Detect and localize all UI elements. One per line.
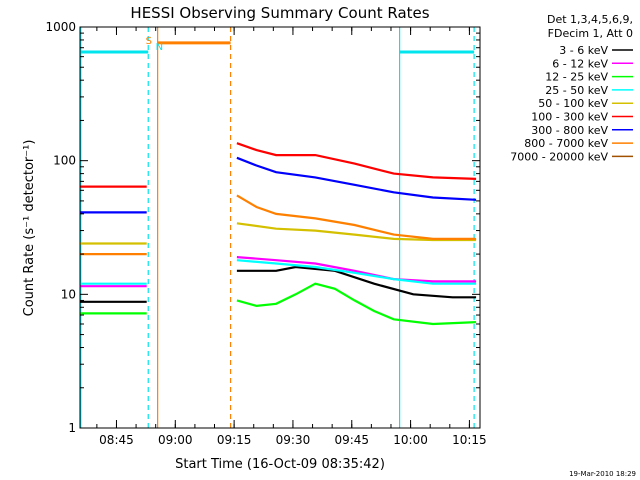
y-axis-label: Count Rate (s⁻¹ detector⁻¹) [22,140,37,317]
legend-header-line-2: FDecim 1, Att 0 [548,27,633,40]
chart-title: HESSI Observing Summary Count Rates [130,4,429,22]
plot-area: SN [80,27,477,428]
x-axis: 08:45 09:00 09:15 09:30 09:45 10:00 10:15 [96,27,487,447]
legend-entry-label: 12 - 25 keV [545,71,608,84]
y-axis: 1 10 100 1000 [45,20,480,435]
series-line [236,265,477,299]
y-tick-label: 10 [61,287,76,301]
x-tick-label: 09:15 [217,433,252,447]
legend-entry-label: 100 - 300 keV [531,111,608,124]
series-line [236,259,477,285]
x-tick-label: 10:00 [393,433,428,447]
x-tick-label: 10:15 [452,433,487,447]
x-tick-label: 09:30 [276,433,311,447]
x-tick-label: 09:45 [334,433,369,447]
legend-entry-label: 7000 - 20000 keV [510,150,608,163]
x-tick-label: 08:45 [99,433,134,447]
legend-entry-label: 6 - 12 keV [552,57,608,70]
timestamp: 19-Mar-2010 18:29 [569,470,636,478]
y-tick-label: 1 [68,421,76,435]
series-line [236,194,477,240]
legend-entry-label: 800 - 7000 keV [524,137,608,150]
x-tick-label: 09:00 [158,433,193,447]
series-line [236,156,477,201]
night-label: N [156,42,163,53]
y-tick-label: 100 [53,154,76,168]
y-tick-label: 1000 [45,20,76,34]
plot-frame [79,26,481,429]
legend-header-line-1: Det 1,3,4,5,6,9, [547,13,633,26]
series-line [236,142,477,180]
series-line [236,282,477,326]
legend-entry-label: 3 - 6 keV [559,44,608,57]
saa-label: S [146,36,152,47]
legend-entry-label: 25 - 50 keV [545,84,608,97]
legend-entry-label: 50 - 100 keV [538,97,608,110]
legend-entry-label: 300 - 800 keV [531,124,608,137]
series-line [236,256,477,283]
x-axis-label: Start Time (16-Oct-09 08:35:42) [175,457,385,472]
